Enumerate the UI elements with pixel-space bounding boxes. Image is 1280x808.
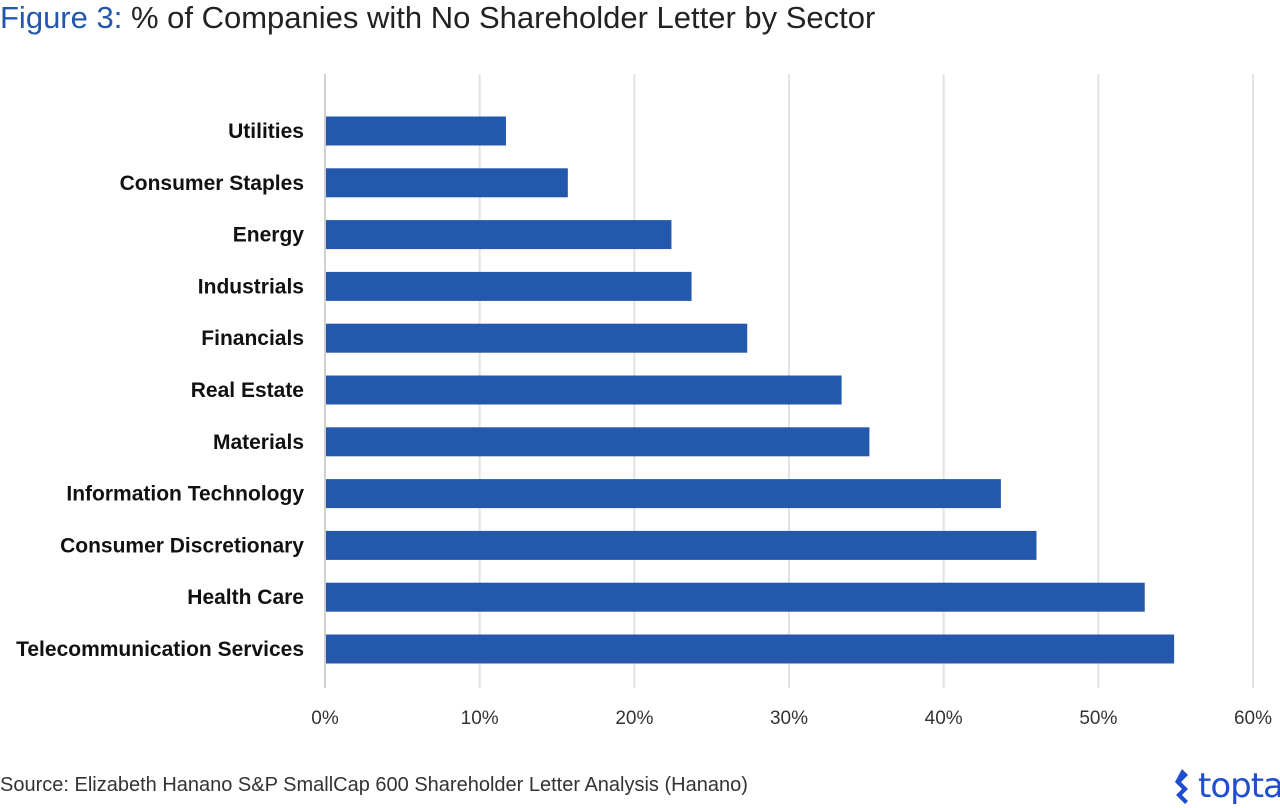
bar	[326, 168, 568, 198]
x-tick-label: 10%	[461, 708, 499, 729]
bar	[326, 116, 506, 146]
bar	[326, 323, 748, 353]
bar	[326, 220, 672, 250]
category-label: Health Care	[187, 586, 304, 609]
category-label: Consumer Staples	[120, 172, 304, 195]
category-label: Financials	[201, 327, 304, 350]
category-label: Industrials	[198, 275, 304, 298]
bar	[326, 530, 1037, 560]
bar	[326, 271, 692, 301]
x-tick-label: 40%	[925, 708, 963, 729]
bar-chart: 0% 10% 20% 30% 40% 50% 60% Utilities Consumer St…	[16, 74, 1272, 729]
toptal-logo: toptal	[1172, 768, 1280, 804]
x-tick-label: 50%	[1079, 708, 1117, 729]
bar	[326, 634, 1175, 664]
chart-title: Figure 3: % of Companies with No Shareho…	[0, 0, 875, 36]
bar	[326, 375, 842, 405]
bar	[326, 479, 1001, 509]
toptal-logo-icon	[1175, 769, 1188, 804]
logo-wordmark: toptal	[1198, 766, 1280, 806]
title-text: % of Companies with No Shareholder Lette…	[122, 0, 876, 35]
category-label: Telecommunication Services	[16, 638, 304, 661]
x-tick-label: 30%	[770, 708, 808, 729]
x-tick-label: 20%	[615, 708, 653, 729]
category-label: Utilities	[228, 120, 304, 143]
category-label: Materials	[213, 431, 304, 454]
source-note: Source: Elizabeth Hanano S&P SmallCap 60…	[0, 774, 748, 796]
x-tick-label: 0%	[311, 708, 339, 729]
category-label: Consumer Discretionary	[60, 534, 304, 557]
x-tick-label: 60%	[1234, 708, 1272, 729]
category-label: Real Estate	[191, 379, 304, 402]
category-label: Energy	[233, 224, 305, 247]
figure-label: Figure 3:	[0, 0, 123, 35]
bar	[326, 427, 870, 457]
bar	[326, 582, 1145, 612]
category-label: Information Technology	[66, 483, 304, 506]
